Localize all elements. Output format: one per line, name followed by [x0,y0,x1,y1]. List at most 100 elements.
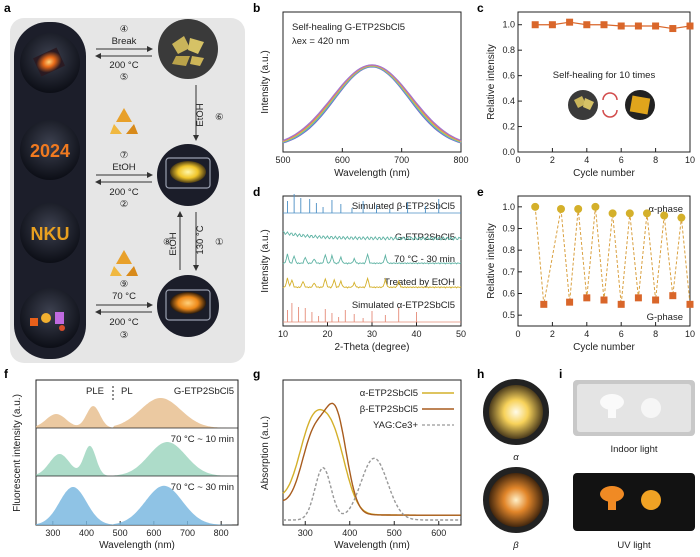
recycle-icon [110,108,138,134]
plot-frame-g [282,379,462,526]
chart-e-y-tick-label: 0.8 [502,245,515,255]
chart-c-y-tick-label: 0.2 [502,122,515,132]
absorption-beta [282,402,461,516]
chart-c-y-tick-label: 0.6 [502,71,515,81]
data-point [531,21,539,29]
chart-d-x-tick-label: 20 [322,329,332,339]
chart-e-y-tick-label: 0.7 [502,267,515,277]
flower-shape [641,398,661,418]
g-point [583,294,591,302]
g-point [634,294,642,302]
chart-e-y-tick-label: 0.5 [502,310,515,320]
spectrum-line [282,64,462,141]
chart-e-x-tick-label: 8 [653,329,658,339]
chart-c-xlabel: Cycle number [573,168,635,179]
temp-200-label-2: 200 °C [109,187,138,198]
chart-d-x-tick-label: 10 [278,329,288,339]
label-alpha: α [513,452,519,463]
chart-g-x-tick-label: 300 [298,528,313,538]
series-label-30min: 70 °C ~ 30 min [171,482,234,493]
etoh-label-8: EtOH [168,232,179,255]
chart-c-x-tick-label: 2 [550,155,555,165]
chart-c-y-tick-label: 1.0 [502,20,515,30]
series-label-10min: 70 °C ~ 10 min [171,434,234,445]
panel-b-chart: Self-healing G-ETP2SbCl5 λex = 420 nm Wa… [260,11,469,179]
chart-b-title: Self-healing G-ETP2SbCl5 [292,22,405,33]
g-point [600,296,608,304]
glow-year-text: 2024 [30,141,70,161]
photo-nku-pattern [20,203,80,263]
alpha-point [660,211,669,220]
absorption-yag [283,457,461,521]
chart-e-x-tick-label: 2 [550,329,555,339]
spectrum-line [282,66,462,144]
cycle-arrow-icon [602,109,618,118]
chart-e-x-tick-label: 4 [584,329,589,339]
spectrum-line [282,64,462,142]
label-alpha-phase: α-phase [648,204,683,215]
chart-f-x-tick-label: 600 [146,528,161,538]
label-indoor-light: Indoor light [610,444,657,455]
spectrum-area [36,398,238,428]
chart-d-x-tick-label: 40 [411,329,421,339]
chart-f-x-tick-label: 300 [45,528,60,538]
mushroom-shape [600,394,624,410]
chart-d-ylabel: Intensity (a.u.) [260,229,271,292]
flower-shape-uv [641,490,661,510]
chart-c-x-tick-label: 0 [515,155,520,165]
xrd-pattern [282,252,462,265]
spectrum-line [282,65,462,143]
panel-e-chart: α-phase G-phase Cycle number Relative in… [486,195,695,353]
spectrum-area [36,485,238,525]
temp-130-label: 130 °C [195,225,206,254]
chart-c-x-tick-label: 10 [685,155,695,165]
temp-200-label-3: 200 °C [109,317,138,328]
alpha-point [643,209,651,218]
panel-letters: a b c d e f g h i [4,1,562,381]
recycle-icon [110,250,138,276]
temp-70-label: 70 °C [112,291,136,302]
data-point [652,22,660,30]
alpha-point [677,213,686,222]
photo-alpha-led [486,382,546,442]
chart-e-ylabel: Relative intensity [486,223,497,299]
alpha-point [625,209,634,218]
chart-f-x-tick-label: 800 [214,528,229,538]
spectrum-line [282,64,462,142]
chart-b-x-tick-label: 600 [335,155,350,165]
chart-g-x-tick-label: 500 [387,528,402,538]
data-point [634,22,642,30]
chart-e-y-tick-label: 1.0 [502,202,515,212]
panel-i: Indoor light UV light [573,380,695,551]
chart-b-ylabel: Intensity (a.u.) [260,50,271,113]
etoh-label-7: EtOH [112,162,135,173]
chart-b-x-tick-label: 500 [275,155,290,165]
chart-g-ylabel: Absorption (a.u.) [260,416,271,490]
g-point [652,296,660,304]
panel-a-dark-strip [14,22,86,359]
chart-g-x-tick-label: 400 [342,528,357,538]
data-point [669,25,677,33]
g-point [566,298,574,306]
g-point [540,300,548,308]
alpha-point [557,205,565,213]
chart-e-y-tick-label: 0.9 [502,224,515,234]
spectrum-line [282,65,462,143]
series-label-g: G-ETP2SbCl5 [395,232,455,243]
label-uv-light: UV light [617,540,651,551]
chart-c-y-tick-label: 0.0 [502,147,515,157]
cycle-arrow-icon [602,92,618,101]
step-9-label: ⑨ [120,279,129,290]
g-point [669,292,677,300]
break-label: Break [112,36,137,47]
step-1-label: ① [215,237,224,248]
mushroom-shape-uv [600,486,624,502]
series-label-70c: 70 °C - 30 min [394,254,455,265]
spectrum-line [282,64,462,142]
label-beta: β [512,540,519,551]
panel-c-chart: Self-healing for 10 times Cycle number R… [486,11,695,179]
chart-e-x-tick-label: 10 [685,329,695,339]
panel-letter-d: d [253,185,260,199]
xrd-pattern [282,230,462,241]
